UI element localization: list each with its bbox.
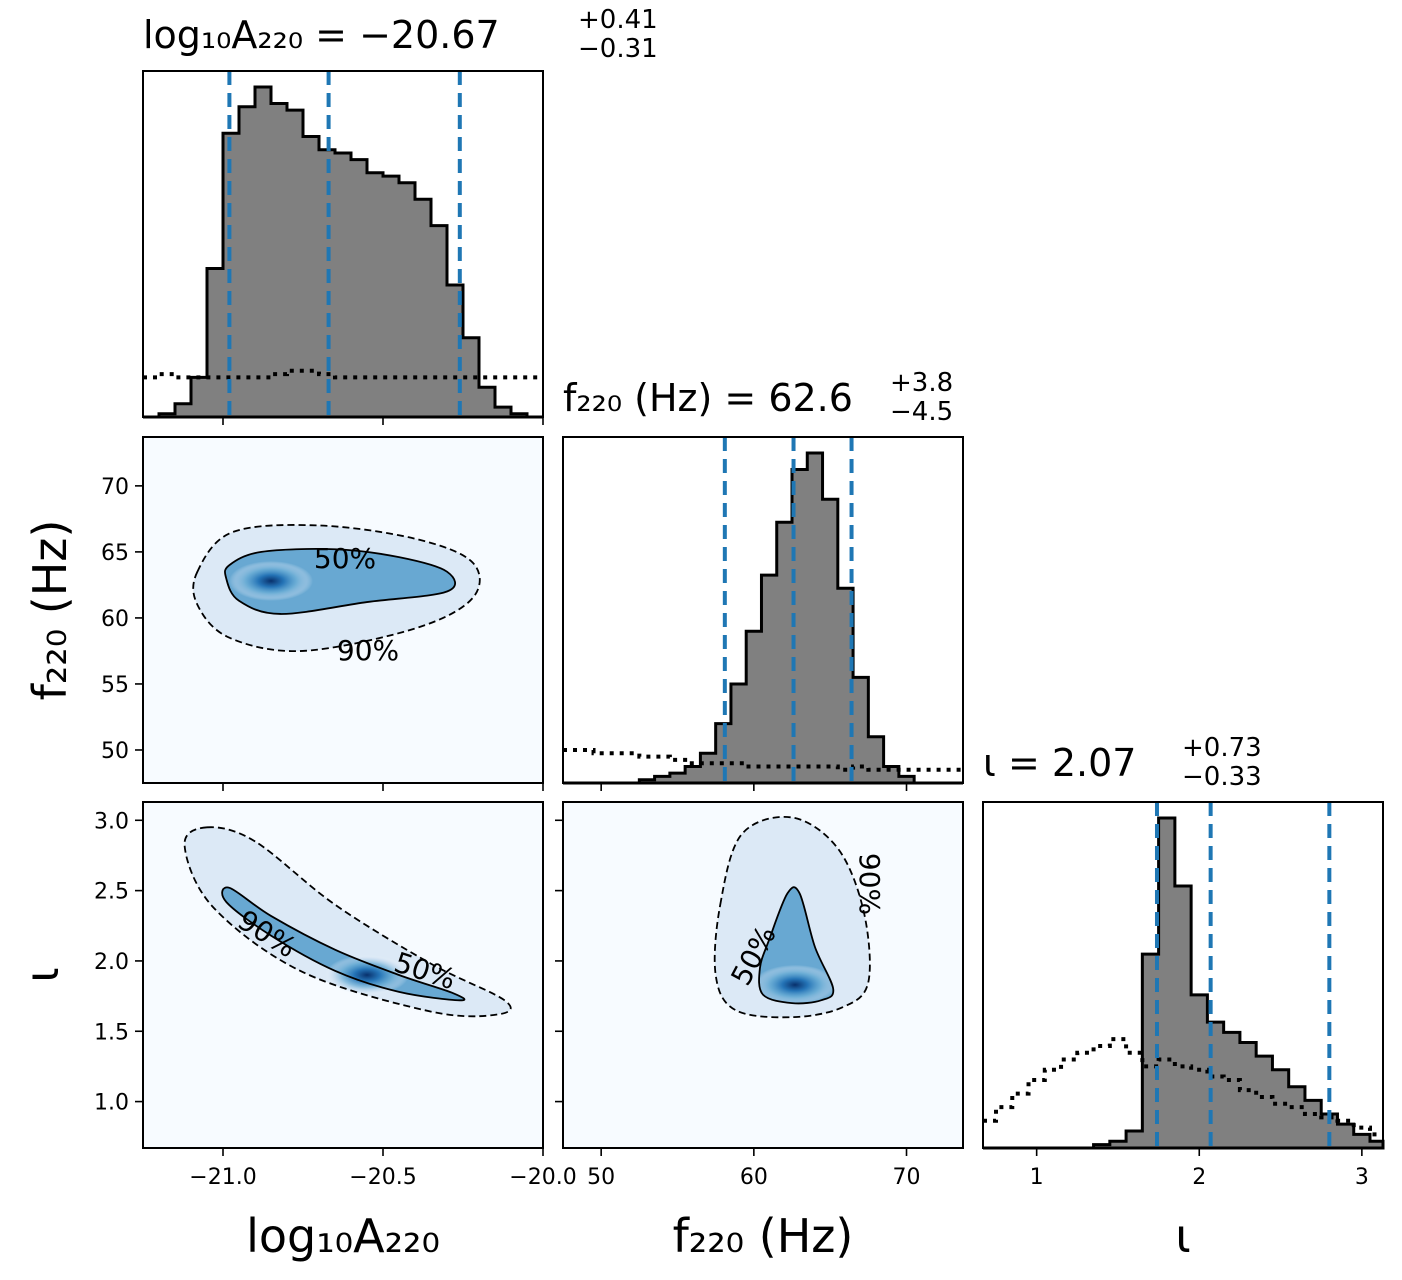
title-iota-minus: −0.33 bbox=[1182, 762, 1262, 792]
log10a220-histogram-panel bbox=[142, 70, 544, 425]
log10a220-f220-density-panel: 50% 90% 50 55 60 65 70 bbox=[101, 436, 544, 791]
f220-histogram-panel bbox=[562, 436, 964, 791]
density-a-i-frame bbox=[142, 801, 544, 1149]
hist-iota-x-tick-label: 1 bbox=[1030, 1165, 1044, 1190]
density-f-i-plot-area bbox=[713, 816, 871, 1019]
x-axis-label-iota: ι bbox=[1175, 1209, 1191, 1263]
density-f-i-frame bbox=[562, 801, 964, 1149]
density-a-i-density-outer bbox=[184, 827, 511, 1017]
title-log10a220-minus: −0.31 bbox=[578, 34, 658, 64]
density-a-f-contour-50 bbox=[224, 548, 456, 615]
iota-histogram-panel: 1 2 3 bbox=[982, 801, 1385, 1190]
density-a-i-x-tick-label: −20.0 bbox=[509, 1165, 576, 1190]
density-a-i-x-tick-label: −21.0 bbox=[189, 1165, 256, 1190]
title-iota-plus: +0.73 bbox=[1182, 733, 1262, 763]
hist-iota-x-tick-label: 3 bbox=[1355, 1165, 1369, 1190]
title-log10a220: log₁₀A₂₂₀ = −20.67 +0.41 −0.31 bbox=[143, 5, 658, 64]
density-f-i-density-peak bbox=[753, 964, 838, 1005]
title-f220: f₂₂₀ (Hz) = 62.6 +3.8 −4.5 bbox=[563, 368, 953, 427]
log10a220-iota-density-panel: 90%50%−21.0 −20.5 −20.01.01.52.02.53.0 bbox=[94, 801, 577, 1190]
hist-log10a220-posterior bbox=[143, 85, 543, 419]
title-f220-minus: −4.5 bbox=[890, 397, 953, 427]
density-a-i-y-tick-label: 1.5 bbox=[94, 1020, 129, 1045]
density-a-f-density-peak bbox=[229, 560, 313, 601]
density-a-f-y-tick-label: 60 bbox=[101, 607, 129, 632]
title-iota-main: ι = 2.07 bbox=[983, 741, 1136, 785]
hist-log10a220-prior bbox=[143, 368, 543, 380]
density-a-i-y-tick-label: 2.0 bbox=[94, 950, 129, 975]
hist-iota-frame bbox=[982, 801, 1384, 1149]
hist-iota-prior bbox=[983, 1037, 1383, 1137]
density-a-f-frame bbox=[142, 436, 544, 784]
density-a-i-density-peak bbox=[325, 955, 409, 995]
hist-f220-posterior bbox=[563, 451, 963, 785]
title-f220-main: f₂₂₀ (Hz) = 62.6 bbox=[563, 376, 853, 420]
title-log10a220-main: log₁₀A₂₂₀ = −20.67 bbox=[143, 13, 500, 57]
density-a-i-y-tick-label: 1.0 bbox=[94, 1091, 129, 1116]
hist-iota-x-tick-label: 2 bbox=[1192, 1165, 1206, 1190]
density-a-i-y-tick-label: 3.0 bbox=[94, 809, 129, 834]
density-a-i-contour-90 bbox=[183, 826, 512, 1018]
hist-log10a220-frame bbox=[142, 70, 544, 418]
density-a-f-y-tick-label: 50 bbox=[101, 739, 129, 764]
x-axis-label-f220: f₂₂₀ (Hz) bbox=[673, 1209, 854, 1263]
title-f220-plus: +3.8 bbox=[890, 368, 953, 398]
density-f-i-x-tick-label: 70 bbox=[893, 1165, 921, 1190]
density-f-i-contour-50 bbox=[758, 886, 835, 1005]
density-a-i-y-tick-label: 2.5 bbox=[94, 880, 129, 905]
density-a-f-plot-area bbox=[192, 524, 481, 653]
density-f-i-contour-90 bbox=[713, 816, 871, 1019]
hist-iota-posterior bbox=[983, 816, 1385, 1150]
density-a-i-contour-50 bbox=[221, 886, 466, 1002]
density-a-f-y-tick-label: 55 bbox=[101, 673, 129, 698]
y-axis-label-f220: f₂₂₀ (Hz) bbox=[23, 520, 77, 701]
hist-f220-frame bbox=[562, 436, 964, 784]
density-f-i-contour-label: 90% bbox=[853, 853, 886, 915]
y-axis-label-iota: ι bbox=[15, 967, 69, 983]
density-a-f-contour-90 bbox=[192, 524, 481, 653]
title-iota: ι = 2.07 +0.73 −0.33 bbox=[983, 733, 1262, 792]
density-a-f-y-tick-label: 65 bbox=[101, 541, 129, 566]
density-f-i-x-tick-label: 50 bbox=[587, 1165, 615, 1190]
density-a-i-plot-area bbox=[183, 826, 512, 1018]
density-a-f-y-tick-label: 70 bbox=[101, 475, 129, 500]
title-log10a220-plus: +0.41 bbox=[578, 5, 658, 35]
x-axis-label-log10a220: log₁₀A₂₂₀ bbox=[246, 1209, 440, 1263]
density-f-i-x-tick-label: 60 bbox=[740, 1165, 768, 1190]
density-a-f-contour-label: 50% bbox=[314, 542, 376, 575]
density-a-f-contour-label: 90% bbox=[337, 634, 399, 667]
f220-iota-density-panel: 50%90%50 60 70 bbox=[555, 801, 964, 1190]
density-a-i-x-tick-label: −20.5 bbox=[349, 1165, 416, 1190]
